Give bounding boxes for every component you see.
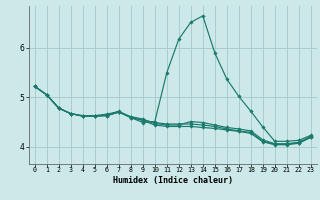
X-axis label: Humidex (Indice chaleur): Humidex (Indice chaleur) [113, 176, 233, 185]
